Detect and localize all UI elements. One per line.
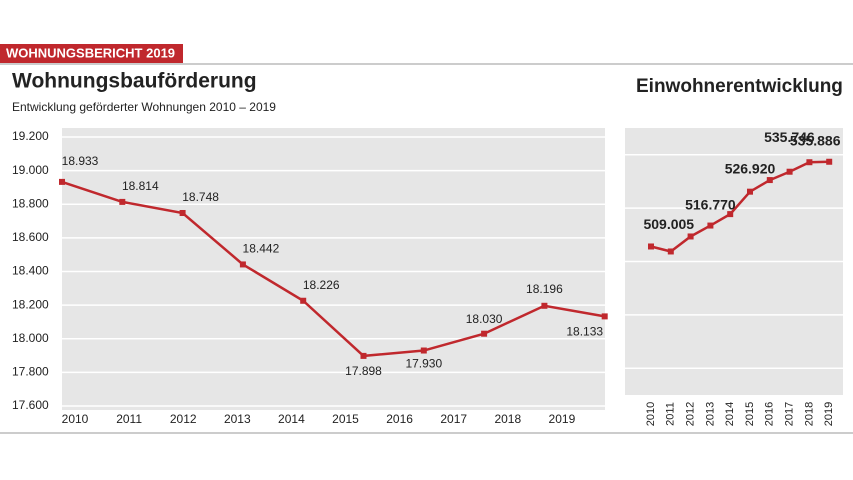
y-tick-label: 19.000 (12, 163, 49, 177)
data-point (747, 188, 753, 195)
y-tick-label: 18.800 (12, 196, 49, 210)
data-label: 526.920 (725, 160, 776, 176)
data-point (541, 302, 548, 309)
data-label: 516.770 (685, 196, 736, 212)
data-label: 509.005 (643, 216, 694, 232)
x-tick-label: 2013 (704, 402, 716, 426)
data-label: 535.746 (764, 129, 815, 145)
x-tick-label: 2012 (170, 412, 197, 426)
y-tick-label: 18.000 (12, 331, 49, 345)
data-label: 18.133 (566, 325, 603, 339)
y-tick-label: 17.800 (12, 365, 49, 379)
data-point (826, 158, 833, 165)
x-tick-label: 2018 (803, 402, 815, 426)
y-tick-label: 18.200 (12, 297, 49, 311)
data-point (360, 352, 367, 359)
data-label: 18.030 (466, 312, 503, 326)
x-tick-label: 2017 (440, 412, 467, 426)
data-point (648, 243, 654, 250)
x-tick-label: 2011 (665, 402, 677, 426)
y-tick-label: 18.400 (12, 264, 49, 278)
data-line (650, 160, 830, 253)
x-tick-label: 2017 (784, 402, 796, 426)
y-tick-label: 19.200 (12, 129, 49, 143)
chart-title: Einwohnerentwicklung (636, 76, 843, 97)
chart-subtitle: Entwicklung geförderter Wohnungen 2010 –… (12, 100, 276, 114)
data-label: 535.886 (790, 132, 841, 148)
data-point (707, 222, 714, 229)
y-tick-label: 17.600 (12, 398, 49, 412)
data-label: 18.933 (62, 154, 99, 168)
data-label: 18.748 (182, 190, 219, 204)
data-point (727, 211, 734, 218)
data-label: 18.442 (243, 242, 280, 256)
data-label: 18.814 (122, 179, 159, 193)
banner-bg (0, 44, 183, 63)
data-label: 17.898 (345, 364, 382, 378)
x-tick-label: 2014 (724, 402, 736, 426)
data-label: 18.226 (303, 278, 340, 292)
data-point (786, 168, 793, 175)
data-label: 18.196 (526, 282, 563, 296)
data-point (300, 297, 307, 304)
data-point (766, 177, 773, 184)
x-tick-label: 2013 (224, 412, 251, 426)
x-tick-label: 2012 (685, 402, 697, 426)
data-point (420, 347, 427, 354)
x-tick-label: 2016 (386, 412, 413, 426)
data-point (119, 198, 126, 205)
data-point (601, 313, 608, 320)
data-point (687, 233, 694, 240)
data-point (667, 248, 674, 255)
x-tick-label: 2010 (62, 412, 89, 426)
x-tick-label: 2011 (116, 412, 142, 426)
y-tick-label: 18.600 (12, 230, 49, 244)
x-tick-label: 2016 (764, 402, 776, 426)
x-tick-label: 2019 (549, 412, 576, 426)
data-point (481, 330, 488, 337)
chart-title: Wohnungsbauförderung (12, 70, 257, 93)
data-point (239, 261, 246, 268)
x-tick-label: 2015 (332, 412, 359, 426)
x-tick-label: 2019 (823, 402, 835, 426)
data-line (61, 180, 605, 358)
plot-area (62, 128, 605, 410)
data-point (179, 209, 186, 216)
x-tick-label: 2010 (645, 402, 657, 426)
x-tick-label: 2018 (494, 412, 521, 426)
data-point (59, 178, 65, 185)
x-tick-label: 2014 (278, 412, 305, 426)
x-tick-label: 2015 (744, 402, 756, 426)
banner: WOHNUNGSBERICHT 2019 (6, 45, 175, 60)
data-point (806, 159, 813, 166)
data-label: 17.930 (405, 357, 442, 371)
